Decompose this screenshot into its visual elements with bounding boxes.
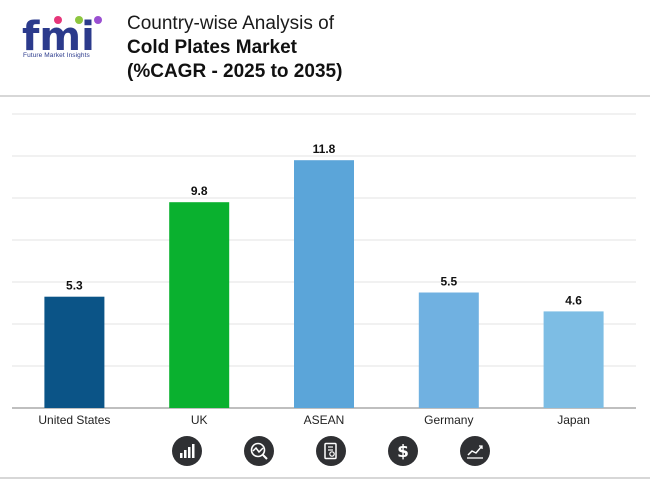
data-label: 5.5	[440, 275, 457, 289]
x-tick-label: Japan	[557, 413, 590, 427]
bar-chart: 5.3 United States 9.8 UK 11.8 ASEAN 5.5 Germany…	[0, 97, 650, 437]
title-line-2: Cold Plates Market	[127, 37, 297, 58]
bar-asean	[294, 160, 354, 408]
title-line-3: (%CAGR - 2025 to 2035)	[127, 61, 343, 82]
data-label: 9.8	[191, 184, 208, 198]
bar-germany	[418, 292, 479, 408]
market-analysis-icon	[244, 436, 274, 466]
x-tick-label: Germany	[424, 413, 473, 427]
svg-text:$: $	[397, 442, 409, 461]
line-chart-icon	[460, 436, 490, 466]
data-label: 11.8	[313, 142, 336, 156]
data-label: 4.6	[565, 293, 582, 307]
footer-icons: $	[0, 436, 650, 472]
bar-united-states	[44, 296, 105, 408]
x-tick-label: UK	[191, 413, 208, 427]
x-tick-label: United States	[38, 413, 110, 427]
x-tick-label: ASEAN	[304, 413, 345, 427]
bar-chart-growth-icon	[172, 436, 202, 466]
header: fmi Future Market Insights Country-wise …	[0, 0, 650, 95]
dollar-icon: $	[388, 436, 418, 466]
bar-uk	[169, 202, 230, 408]
bar-japan	[543, 311, 604, 408]
report-document-icon	[316, 436, 346, 466]
chart-svg: 5.3 United States 9.8 UK 11.8 ASEAN 5.5 Germany…	[12, 113, 636, 427]
data-label: 5.3	[66, 279, 83, 293]
fmi-logo: fmi	[22, 12, 112, 72]
logo-subtitle: Future Market Insights	[23, 52, 90, 59]
chart-title-block: Country-wise Analysis of Cold Plates Mar…	[127, 12, 342, 84]
footer-divider	[0, 477, 650, 479]
header-divider	[0, 95, 650, 97]
title-line-1: Country-wise Analysis of	[127, 13, 334, 34]
